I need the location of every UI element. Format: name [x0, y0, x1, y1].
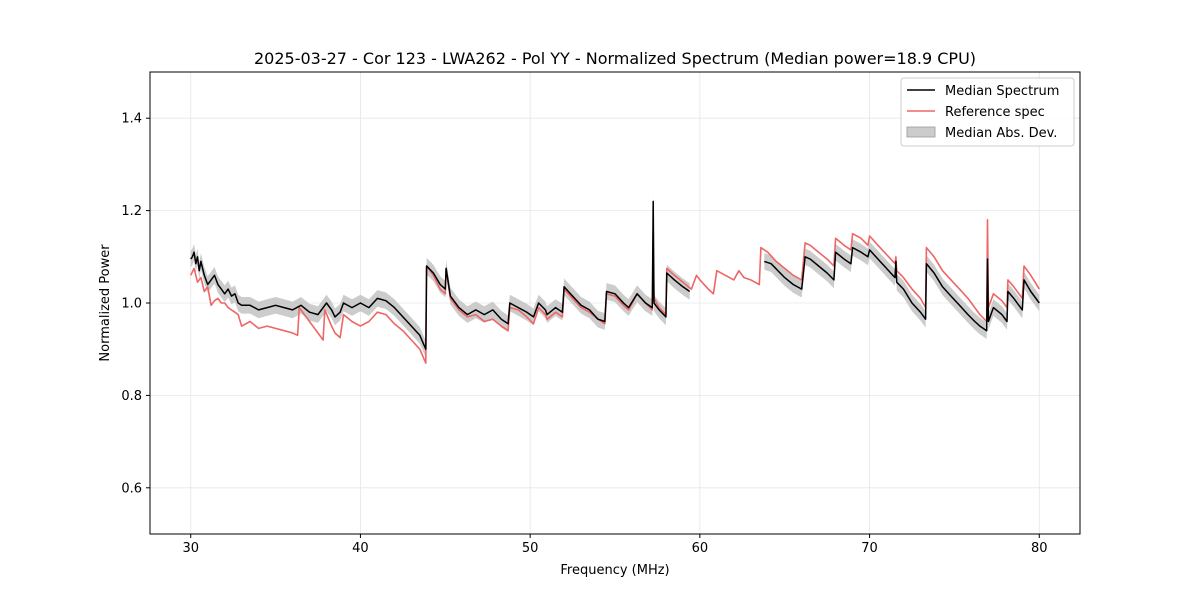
legend-mad-label: Median Abs. Dev.	[945, 126, 1057, 141]
chart-title: 2025-03-27 - Cor 123 - LWA262 - Pol YY -…	[254, 49, 976, 68]
ticks: 30 40 50 60 70 80 0.6 0.8 1.0 1.2 1.4	[121, 112, 1047, 556]
x-axis-title: Frequency (MHz)	[560, 563, 669, 578]
reference-spectrum-line	[189, 219, 1040, 364]
x-tick-label: 70	[861, 541, 878, 556]
legend-mad-swatch	[906, 126, 936, 138]
mad-band-segment	[764, 239, 1040, 339]
legend: Median Spectrum Reference spec Median Ab…	[900, 77, 1075, 147]
legend-box	[900, 77, 1075, 147]
y-tick-label: 0.6	[121, 481, 142, 496]
median-spectrum-line	[764, 246, 1040, 332]
x-tick-label: 30	[182, 541, 199, 556]
y-tick-label: 1.2	[121, 204, 142, 219]
legend-reference-label: Reference spec	[945, 105, 1045, 120]
mad-band-segment	[190, 193, 690, 358]
x-tick-label: 50	[522, 541, 539, 556]
x-tick-label: 80	[1031, 541, 1048, 556]
series-lines	[189, 200, 1040, 364]
y-tick-label: 1.4	[121, 112, 142, 127]
legend-median-label: Median Spectrum	[945, 84, 1059, 99]
y-tick-label: 1.0	[121, 297, 142, 312]
x-tick-label: 40	[352, 541, 369, 556]
y-tick-label: 0.8	[121, 389, 142, 404]
median-spectrum-line	[190, 200, 691, 350]
y-axis-title: Normalized Power	[98, 244, 113, 362]
mad-band	[190, 193, 1040, 358]
x-tick-label: 60	[692, 541, 709, 556]
